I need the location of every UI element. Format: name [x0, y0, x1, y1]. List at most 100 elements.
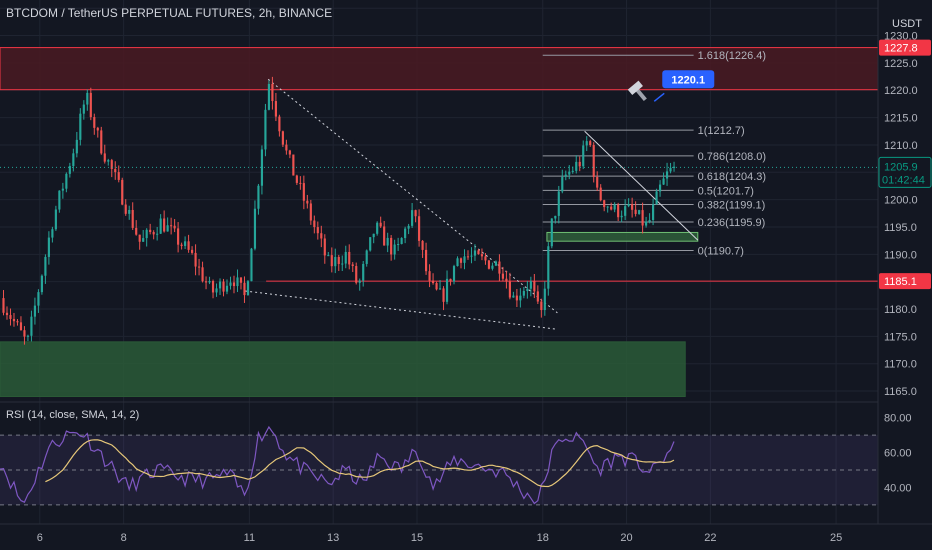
candle-body [68, 166, 71, 174]
fibonacci-retracement[interactable]: 1.618(1226.4) 1(1212.7) 0.786(1208.0) 0.618… [542, 50, 766, 257]
trendline[interactable] [267, 78, 558, 314]
candle-body [225, 285, 229, 292]
time-axis[interactable]: 6 8 11 13 15 18 20 22 25 [0, 523, 932, 544]
candle-body [575, 161, 578, 171]
price-level-badge-text: 1185.1 [884, 276, 917, 288]
price-tick-label: 1230.0 [884, 31, 918, 43]
alert-badge[interactable] [662, 70, 715, 89]
candle-body [19, 322, 23, 331]
candle-body [177, 228, 180, 245]
candle-body [142, 238, 145, 242]
candle-body [592, 145, 595, 177]
candle-body [110, 160, 113, 170]
rsi-tick-label: 40.00 [884, 482, 912, 494]
fib-level-label: 0.5(1201.7) [698, 185, 754, 197]
resistance-zone[interactable] [0, 47, 879, 91]
candle-body [96, 127, 99, 131]
time-tick-label: 13 [327, 532, 339, 544]
drawing-lines[interactable] [245, 78, 878, 330]
candle-body [648, 219, 651, 222]
candle-body [428, 271, 431, 281]
candle-body [33, 305, 37, 317]
candle-body [365, 250, 368, 264]
candle-body [201, 267, 204, 282]
candle-body [435, 283, 438, 290]
candle-body [561, 176, 564, 192]
last-price-text: 1205.9 [884, 161, 918, 173]
candle-body [218, 281, 222, 289]
candle-body [236, 277, 239, 287]
candle-body [103, 153, 106, 162]
candle-body [107, 160, 110, 162]
candle-body [82, 104, 85, 114]
candle-body [288, 150, 291, 155]
candle-body [599, 187, 602, 201]
candle-body [281, 131, 284, 145]
candle-body [302, 183, 305, 201]
candle-body [40, 275, 43, 293]
candle-body [163, 218, 166, 232]
candle-body [208, 280, 211, 283]
candle-body [501, 273, 504, 279]
candle-body [543, 288, 546, 311]
candle-body [477, 250, 480, 255]
candle-body [508, 281, 511, 298]
candle-body [351, 264, 354, 267]
candle-body [229, 282, 232, 286]
time-tick-label: 11 [244, 532, 255, 544]
candle-body [253, 208, 257, 249]
candle-body [306, 200, 309, 204]
candle-body [355, 266, 358, 283]
candle-body [327, 255, 330, 257]
candle-body [624, 206, 627, 216]
fib-level-label: 1(1212.7) [698, 125, 745, 137]
time-tick-label: 22 [704, 532, 716, 544]
candle-body [438, 288, 442, 290]
candle-body [121, 179, 124, 205]
candle-body [442, 288, 445, 302]
trendline[interactable] [584, 130, 699, 241]
candle-body [138, 234, 141, 242]
candle-body [613, 204, 616, 210]
candle-body [400, 238, 403, 245]
price-tick-label: 1175.0 [884, 331, 917, 343]
candle-body [491, 265, 494, 269]
candle-body [187, 241, 190, 250]
support-zone[interactable] [0, 341, 686, 398]
candle-body [12, 318, 16, 322]
candle-body [239, 277, 243, 283]
time-tick-label: 20 [620, 532, 632, 544]
candle-body [58, 190, 61, 210]
candle-body [330, 255, 333, 267]
candle-body [418, 216, 421, 241]
candle-body [617, 204, 620, 218]
candle-body [638, 210, 641, 214]
zones [0, 47, 879, 398]
candle-body [376, 222, 379, 234]
price-tick-label: 1190.0 [884, 249, 917, 261]
candle-body [397, 244, 400, 246]
breakout-retest-zone[interactable] [546, 231, 699, 242]
candle-body [449, 278, 452, 282]
candle-body [606, 206, 609, 208]
candle-body [180, 244, 183, 246]
candle-body [459, 258, 463, 263]
candle-body [267, 83, 271, 110]
candle-body [2, 298, 5, 313]
price-alert[interactable]: 1220.1 [627, 70, 715, 104]
time-tick-label: 6 [37, 532, 43, 544]
candle-body [124, 204, 127, 214]
rsi-indicator-label[interactable]: RSI (14, close, SMA, 14, 2) [6, 409, 140, 421]
candle-body [61, 188, 64, 191]
candle-body [197, 266, 201, 268]
chart-title: BTCDOM / TetherUS PERPETUAL FUTURES, 2h,… [6, 6, 333, 20]
candle-body [250, 248, 253, 282]
candle-body [135, 227, 138, 235]
candle-body [131, 209, 134, 228]
currency-label: USDT [892, 18, 922, 30]
candle-body [390, 237, 393, 255]
candle-body [369, 237, 372, 251]
candle-body [672, 166, 676, 168]
